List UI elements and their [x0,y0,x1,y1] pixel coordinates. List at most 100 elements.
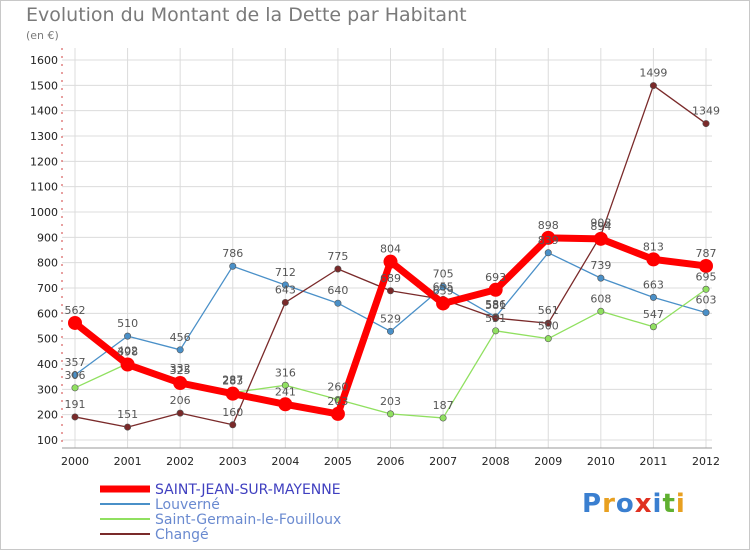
x-tick-label: 2001 [114,455,142,468]
data-label: 283 [222,375,243,388]
data-point [386,287,394,295]
legend-label: Saint-Germain-le-Fouilloux [155,512,341,528]
data-label: 187 [433,399,454,412]
y-tick-label: 1200 [30,155,58,168]
data-label: 640 [327,284,348,297]
data-point [386,327,394,335]
data-label: 531 [485,312,506,325]
data-point [176,409,184,417]
data-label: 739 [590,259,611,272]
y-tick-label: 900 [37,231,58,244]
data-label: 206 [170,394,191,407]
data-label: 1349 [692,105,720,118]
data-point [281,381,289,389]
data-label: 332 [170,362,191,375]
y-tick-label: 400 [37,358,58,371]
data-point [702,120,710,128]
x-tick-label: 2008 [482,455,510,468]
data-point [334,299,342,307]
data-label: 894 [590,220,611,233]
data-label: 908 [590,216,611,229]
data-label: 775 [327,250,348,263]
data-label: 639 [433,284,454,297]
data-label: 191 [65,398,86,411]
data-label: 287 [222,374,243,387]
chart-subtitle: (en €) [26,29,59,42]
y-tick-label: 500 [37,333,58,346]
data-label: 813 [643,240,664,253]
data-point [439,283,447,291]
data-label: 203 [380,395,401,408]
data-point [544,319,552,327]
data-label: 663 [643,278,664,291]
data-label: 786 [222,247,243,260]
data-point [386,410,394,418]
y-tick-label: 1400 [30,105,58,118]
data-point [281,281,289,289]
data-label: 689 [380,272,401,285]
y-tick-label: 100 [37,434,58,447]
x-tick-label: 2006 [377,455,405,468]
y-tick-label: 1300 [30,130,58,143]
x-tick-label: 2009 [534,455,562,468]
data-label: 160 [222,406,243,419]
data-point [225,386,240,401]
legend-label: Changé [155,527,209,543]
data-point [383,254,398,269]
legend-label: SAINT-JEAN-SUR-MAYENNE [155,482,341,498]
legend-label: Louverné [155,497,220,513]
data-label: 608 [590,292,611,305]
data-label: 151 [117,408,138,421]
data-label: 712 [275,266,296,279]
data-point [124,423,132,431]
data-point [71,384,79,392]
y-tick-label: 1500 [30,79,58,92]
y-tick-label: 1600 [30,54,58,67]
data-label: 241 [275,385,296,398]
x-tick-label: 2000 [61,455,89,468]
data-point [229,262,237,270]
data-point [646,252,661,267]
data-point [330,406,345,421]
data-point [173,376,188,390]
y-tick-label: 300 [37,383,58,396]
y-tick-label: 600 [37,307,58,320]
data-label: 547 [643,308,664,321]
data-point [597,307,605,315]
data-point [334,265,342,273]
data-point [439,414,447,422]
y-tick-label: 200 [37,409,58,422]
data-label: 260 [327,380,348,393]
data-label: 581 [485,299,506,312]
data-point [120,357,135,372]
data-point [492,314,500,322]
y-tick-label: 1100 [30,181,58,194]
y-tick-label: 700 [37,282,58,295]
data-label: 655 [433,280,454,293]
data-label: 402 [117,344,138,357]
x-tick-label: 2005 [324,455,352,468]
data-label: 643 [275,283,296,296]
proxiti-logo: Proxiti [582,489,686,519]
data-point [544,249,552,257]
data-label: 325 [170,364,191,377]
data-point [68,315,82,330]
data-label: 562 [65,304,86,317]
data-point [124,332,132,340]
data-label: 510 [117,317,138,330]
data-label: 804 [380,243,401,256]
data-label: 357 [65,356,86,369]
x-tick-label: 2007 [429,455,457,468]
x-tick-label: 2011 [639,455,667,468]
data-label: 603 [696,294,717,307]
data-label: 316 [275,366,296,379]
data-point [492,327,500,335]
data-point [597,274,605,282]
y-tick-label: 800 [37,257,58,270]
data-label: 586 [485,298,506,311]
data-label: 306 [65,369,86,382]
x-tick-label: 2004 [271,455,299,468]
data-point [541,230,556,245]
data-label: 561 [538,304,559,317]
